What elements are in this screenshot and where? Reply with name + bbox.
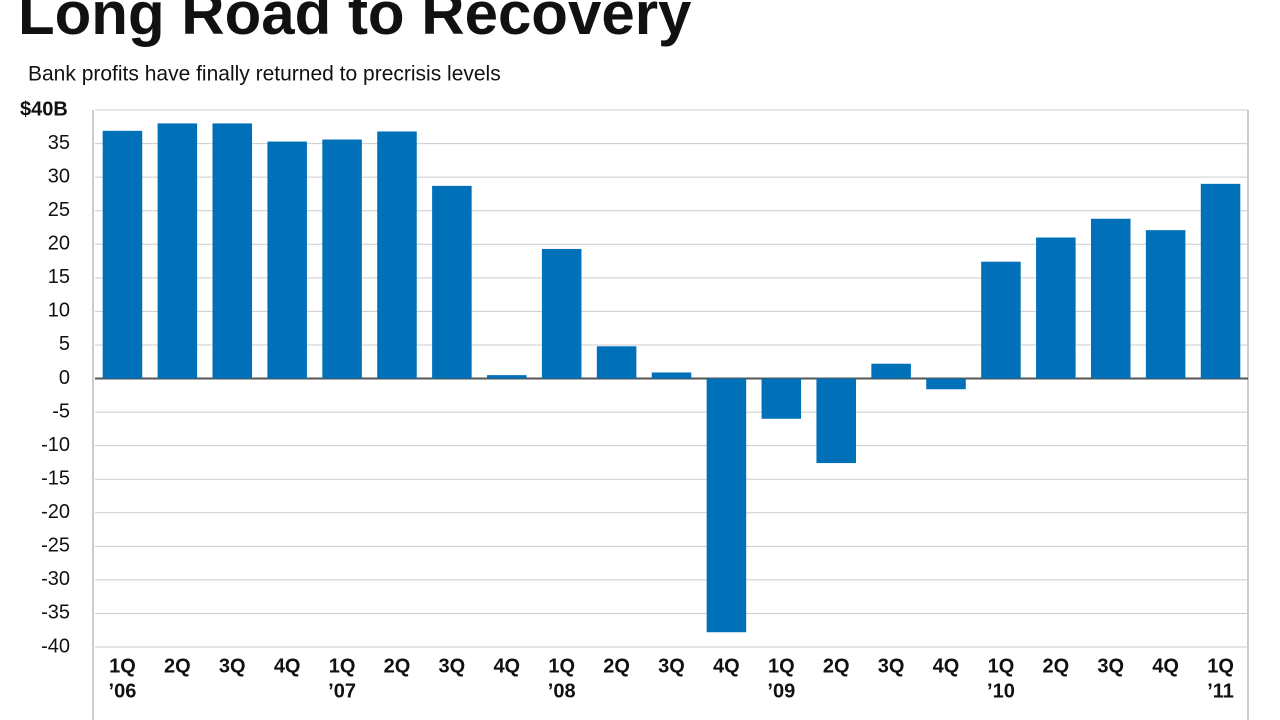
x-tick-label: 3Q: [1097, 655, 1124, 677]
y-tick-label: -15: [41, 467, 70, 489]
x-tick-label: 3Q: [878, 655, 905, 677]
bar: [1145, 230, 1186, 379]
bar: [432, 185, 472, 379]
bar: [651, 372, 692, 379]
x-tick-label: 1Q: [768, 655, 795, 677]
y-tick-label: -40: [41, 635, 70, 657]
x-year-label: ’11: [1207, 680, 1234, 702]
bar: [1036, 237, 1076, 379]
y-tick-label: 35: [48, 132, 70, 154]
y-tick-label: 25: [48, 199, 70, 221]
y-tick-label: 10: [48, 300, 70, 322]
x-tick-label: 1Q: [109, 655, 136, 677]
bar: [541, 248, 582, 379]
x-tick-label: 3Q: [219, 655, 246, 677]
y-tick-label: -30: [41, 568, 70, 590]
y-tick-label: 30: [48, 165, 70, 187]
y-tick-label: $40B: [20, 98, 68, 120]
x-tick-label: 4Q: [713, 655, 740, 677]
x-year-label: ’06: [109, 680, 137, 702]
x-tick-label: 3Q: [658, 655, 685, 677]
x-tick-label: 4Q: [274, 655, 301, 677]
y-tick-label: 0: [59, 367, 70, 389]
bar: [212, 123, 253, 379]
chart-subtitle: Bank profits have finally returned to pr…: [28, 63, 501, 86]
y-tick-label: 20: [48, 233, 70, 255]
y-tick-label: -5: [52, 400, 70, 422]
bar: [706, 378, 747, 633]
x-year-label: ’07: [328, 680, 356, 702]
y-tick-label: 5: [59, 333, 70, 355]
x-tick-label: 4Q: [933, 655, 960, 677]
bar: [267, 141, 307, 379]
bar: [487, 375, 527, 379]
y-tick-label: -20: [41, 501, 70, 523]
bar: [377, 131, 417, 379]
x-tick-label: 4Q: [493, 655, 520, 677]
x-tick-label: 1Q: [988, 655, 1015, 677]
x-tick-label: 2Q: [164, 655, 191, 677]
x-year-label: ’09: [767, 680, 795, 702]
bar: [157, 123, 198, 379]
x-tick-label: 1Q: [1207, 655, 1234, 677]
x-tick-label: 2Q: [384, 655, 411, 677]
x-year-label: ’08: [548, 680, 576, 702]
x-tick-label: 1Q: [548, 655, 575, 677]
bar: [102, 130, 143, 379]
bar: [816, 378, 856, 464]
x-tick-label: 3Q: [439, 655, 466, 677]
bar: [926, 378, 966, 390]
y-tick-label: 15: [48, 266, 70, 288]
y-tick-label: -10: [41, 434, 70, 456]
bar: [761, 378, 802, 419]
x-tick-label: 2Q: [1042, 655, 1069, 677]
bar: [596, 346, 637, 379]
x-tick-label: 2Q: [603, 655, 630, 677]
bar: [981, 261, 1021, 379]
x-tick-label: 4Q: [1152, 655, 1179, 677]
y-tick-label: -25: [41, 535, 70, 557]
chart-title: Long Road to Recovery: [18, 0, 692, 47]
x-tick-label: 1Q: [329, 655, 356, 677]
bar: [322, 139, 362, 379]
x-year-label: ’10: [987, 680, 1015, 702]
bar: [1090, 218, 1131, 379]
x-tick-label: 2Q: [823, 655, 850, 677]
y-tick-label: -35: [41, 602, 70, 624]
bar: [1200, 183, 1241, 379]
bar: [871, 363, 911, 379]
